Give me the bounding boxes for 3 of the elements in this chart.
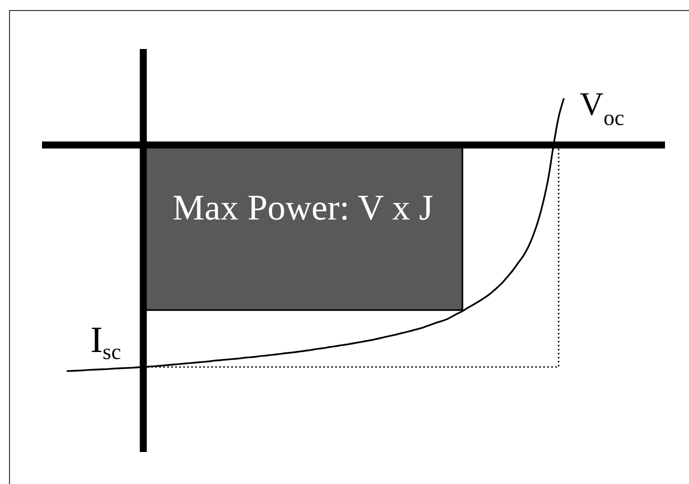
annotation: Max Power: V x J [172,187,434,228]
annotation: I$_{sc}$ [90,320,122,364]
annotation: V$_{oc}$ [580,86,625,130]
